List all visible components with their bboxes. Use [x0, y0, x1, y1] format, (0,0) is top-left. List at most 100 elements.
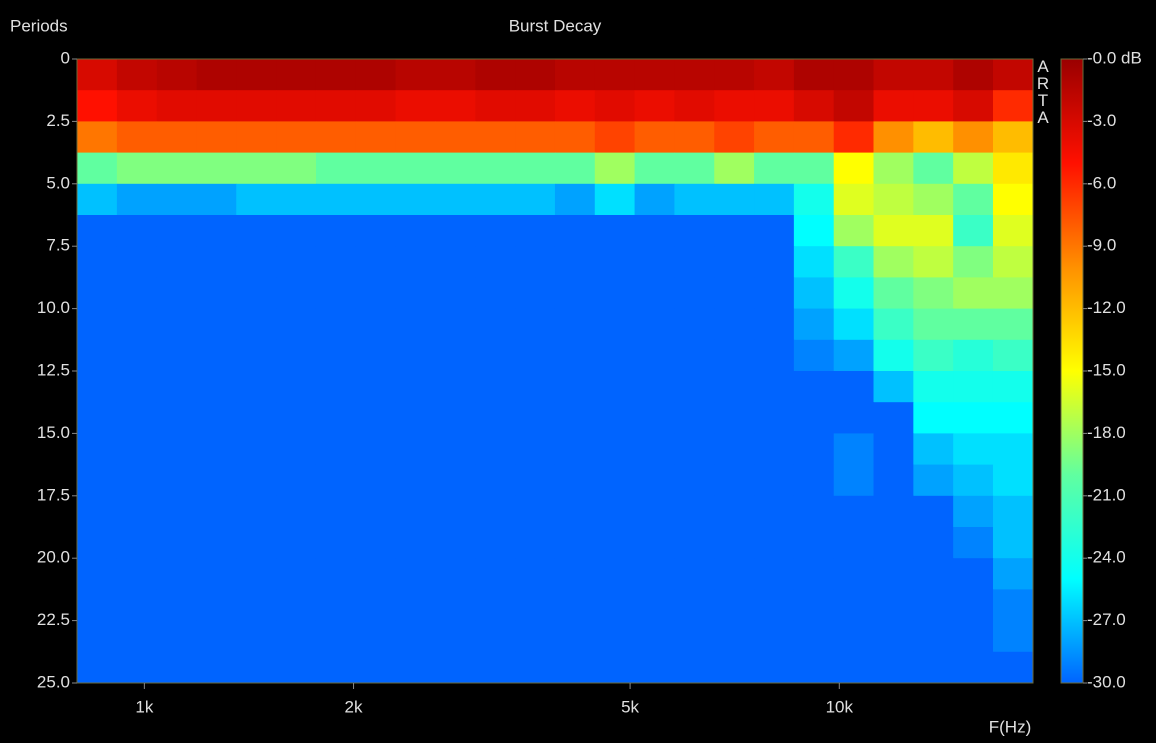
- y-tick-label: 7.5: [46, 236, 70, 255]
- heatmap-cell: [714, 527, 755, 559]
- heatmap-cell: [594, 59, 636, 91]
- heatmap-cell: [395, 152, 436, 185]
- heatmap-cell: [355, 152, 397, 185]
- heatmap-cell: [475, 433, 516, 466]
- heatmap-cell: [913, 339, 954, 372]
- heatmap-cell: [435, 90, 476, 122]
- heatmap-cell: [913, 651, 954, 684]
- heatmap-cell: [395, 183, 436, 216]
- heatmap-cell: [475, 464, 516, 497]
- heatmap-cell: [833, 495, 875, 528]
- heatmap-cell: [913, 558, 954, 590]
- heatmap-cell: [953, 527, 994, 559]
- heatmap-cell: [634, 651, 675, 684]
- heatmap-cell: [754, 183, 795, 216]
- colorbar-tick-label: -24.0: [1087, 548, 1126, 567]
- heatmap-cell: [515, 527, 556, 559]
- colorbar-tick-label: -12.0: [1087, 298, 1126, 317]
- colorbar: [1060, 58, 1084, 684]
- heatmap-cell: [913, 402, 954, 434]
- heatmap-cell: [475, 90, 516, 122]
- heatmap-cell: [594, 308, 636, 341]
- heatmap-cell: [276, 308, 317, 341]
- heatmap-cell: [355, 558, 397, 590]
- heatmap-cell: [674, 651, 715, 684]
- heatmap-cell: [435, 402, 476, 434]
- heatmap-cell: [196, 277, 237, 310]
- heatmap-cell: [515, 90, 556, 122]
- heatmap-cell: [714, 308, 755, 341]
- heatmap-cell: [833, 152, 875, 185]
- heatmap-cell: [435, 527, 476, 559]
- heatmap-cell: [594, 433, 636, 466]
- colorbar-tick-label: -3.0: [1087, 111, 1116, 130]
- heatmap-cell: [594, 464, 636, 497]
- heatmap-cell: [236, 246, 277, 278]
- heatmap-cell: [156, 90, 198, 122]
- heatmap-cell: [873, 152, 914, 185]
- heatmap-cell: [714, 651, 755, 684]
- heatmap-cell: [674, 527, 715, 559]
- heatmap-cell: [754, 152, 795, 185]
- heatmap-cell: [793, 59, 835, 91]
- heatmap-cell: [276, 589, 317, 622]
- heatmap-cell: [754, 433, 795, 466]
- heatmap-cell: [116, 651, 158, 684]
- heatmap-cell: [992, 246, 1034, 278]
- heatmap-cell: [355, 371, 397, 403]
- heatmap-cell: [594, 90, 636, 122]
- heatmap-cell: [833, 527, 875, 559]
- heatmap-cell: [793, 558, 835, 590]
- heatmap-cell: [196, 433, 237, 466]
- heatmap-cell: [156, 339, 198, 372]
- heatmap-cell: [236, 620, 277, 653]
- heatmap-cell: [276, 527, 317, 559]
- heatmap-cell: [594, 402, 636, 434]
- heatmap-cell: [833, 371, 875, 403]
- heatmap-cell: [156, 589, 198, 622]
- heatmap-cell: [77, 339, 118, 372]
- heatmap-cell: [754, 121, 795, 154]
- heatmap-cell: [554, 371, 596, 403]
- heatmap-cell: [594, 371, 636, 403]
- heatmap-cell: [236, 651, 277, 684]
- y-tick-label: 15.0: [37, 423, 70, 442]
- heatmap-cell: [515, 495, 556, 528]
- heatmap-cell: [554, 215, 596, 247]
- heatmap-cell: [116, 371, 158, 403]
- heatmap-cell: [554, 277, 596, 310]
- heatmap-cell: [754, 59, 795, 91]
- heatmap-cell: [395, 589, 436, 622]
- y-tick-label: 20.0: [37, 548, 70, 567]
- heatmap-cell: [475, 651, 516, 684]
- heatmap-cell: [873, 183, 914, 216]
- heatmap-cell: [116, 277, 158, 310]
- heatmap-cell: [77, 152, 118, 185]
- heatmap-cell: [196, 339, 237, 372]
- heatmap-cell: [714, 495, 755, 528]
- heatmap-cell: [77, 527, 118, 559]
- colorbar-tick-label: -15.0: [1087, 360, 1126, 379]
- heatmap-cell: [77, 464, 118, 497]
- heatmap-cell: [674, 183, 715, 216]
- heatmap-cell: [515, 589, 556, 622]
- heatmap-cell: [793, 402, 835, 434]
- heatmap-cell: [276, 277, 317, 310]
- heatmap-cell: [714, 183, 755, 216]
- heatmap-cell: [594, 527, 636, 559]
- heatmap-cell: [754, 527, 795, 559]
- heatmap-cell: [276, 246, 317, 278]
- heatmap-cell: [953, 246, 994, 278]
- heatmap-cell: [674, 339, 715, 372]
- heatmap-cell: [833, 246, 875, 278]
- heatmap-cell: [594, 495, 636, 528]
- heatmap-cell: [913, 527, 954, 559]
- heatmap-cell: [953, 215, 994, 247]
- heatmap-cell: [634, 308, 675, 341]
- heatmap-cell: [515, 59, 556, 91]
- heatmap-cell: [634, 246, 675, 278]
- heatmap-cell: [754, 620, 795, 653]
- heatmap-cell: [196, 371, 237, 403]
- heatmap-cell: [992, 651, 1034, 684]
